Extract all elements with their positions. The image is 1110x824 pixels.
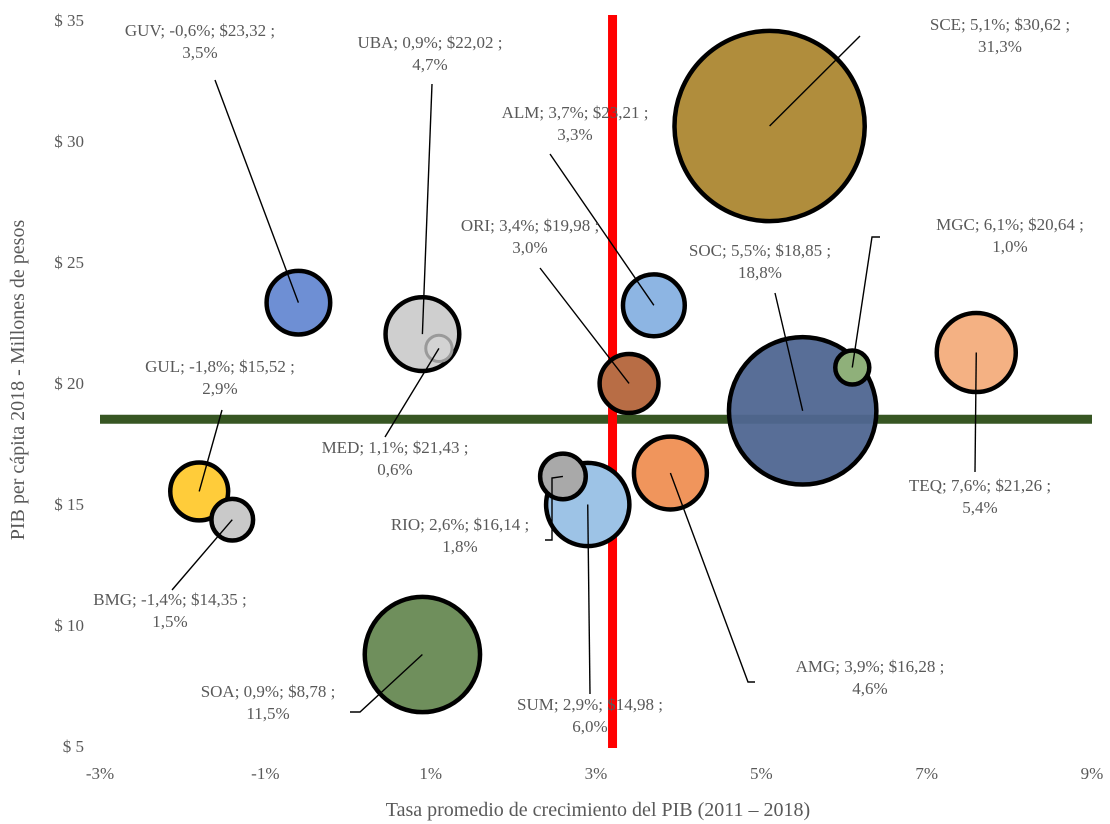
- bubble-label-guv: GUV; -0,6%; $23,32 ; 3,5%: [125, 21, 275, 62]
- bubble-label-soa: SOA; 0,9%; $8,78 ; 11,5%: [201, 682, 336, 723]
- leader-sce: [769, 35, 861, 127]
- bubble-label-med: MED; 1,1%; $21,43 ; 0,6%: [322, 438, 469, 479]
- leader-mgc: [851, 236, 880, 368]
- leader-sum: [587, 504, 591, 695]
- leader-ori: [539, 267, 630, 384]
- leader-bmg: [171, 519, 233, 591]
- bubble-label-soc: SOC; 5,5%; $18,85 ; 18,8%: [689, 241, 831, 282]
- x-tick-label: 5%: [750, 764, 773, 783]
- reference-lines: [100, 15, 1092, 748]
- bubble-label-ori: ORI; 3,4%; $19,98 ; 3,0%: [461, 216, 599, 257]
- x-axis-ticks: -3% -1% 1% 3% 5% 7% 9%: [86, 764, 1104, 783]
- y-tick-label: $ 15: [54, 495, 84, 514]
- x-tick-label: 7%: [915, 764, 938, 783]
- y-tick-label: $ 5: [63, 737, 84, 756]
- leader-amg: [669, 472, 755, 683]
- bubble-labels: GUV; -0,6%; $23,32 ; 3,5% UBA; 0,9%; $22,0…: [93, 15, 1084, 736]
- y-axis-title: PIB per cápita 2018 - Millones de pesos: [7, 220, 29, 541]
- x-tick-label: 3%: [585, 764, 608, 783]
- bubble-label-uba: UBA; 0,9%; $22,02 ; 4,7%: [358, 33, 503, 74]
- leader-alm: [549, 153, 655, 306]
- leader-uba: [421, 83, 433, 335]
- y-axis-ticks: $ 5 $ 10 $ 15 $ 20 $ 25 $ 30 $ 35: [54, 11, 84, 756]
- leader-teq: [974, 352, 977, 473]
- x-tick-label: 9%: [1081, 764, 1104, 783]
- leader-med: [384, 348, 440, 438]
- bubbles: [168, 28, 1019, 715]
- y-tick-label: $ 35: [54, 11, 84, 30]
- x-tick-label: -3%: [86, 764, 114, 783]
- bubble-label-teq: TEQ; 7,6%; $21,26 ; 5,4%: [909, 476, 1051, 517]
- y-tick-label: $ 10: [54, 616, 84, 635]
- x-axis-title: Tasa promedio de crecimiento del PIB (20…: [386, 799, 810, 821]
- leader-gul: [198, 409, 223, 492]
- leader-guv: [214, 79, 300, 303]
- bubble-label-bmg: BMG; -1,4%; $14,35 ; 1,5%: [93, 590, 246, 631]
- leader-soa: [350, 654, 423, 713]
- bubble-label-sce: SCE; 5,1%; $30,62 ; 31,3%: [930, 15, 1070, 56]
- bubble-guv: [264, 268, 333, 337]
- y-tick-label: $ 20: [54, 374, 84, 393]
- bubble-label-rio: RIO; 2,6%; $16,14 ; 1,8%: [391, 515, 529, 556]
- x-tick-label: 1%: [419, 764, 442, 783]
- y-tick-label: $ 25: [54, 253, 84, 272]
- leader-rio: [545, 475, 564, 541]
- leader-soc: [774, 292, 804, 411]
- bubble-label-alm: ALM; 3,7%; $23,21 ; 3,3%: [502, 103, 649, 144]
- x-tick-label: -1%: [251, 764, 279, 783]
- bubble-label-mgc: MGC; 6,1%; $20,64 ; 1,0%: [936, 215, 1084, 256]
- bubble-label-sum: SUM; 2,9%; $14,98 ; 6,0%: [517, 695, 663, 736]
- y-tick-label: $ 30: [54, 132, 84, 151]
- bubble-label-gul: GUL; -1,8%; $15,52 ; 2,9%: [145, 357, 295, 398]
- bubble-med: [424, 333, 454, 364]
- bubble-label-amg: AMG; 3,9%; $16,28 ; 4,6%: [796, 657, 945, 698]
- leader-lines: [171, 35, 977, 713]
